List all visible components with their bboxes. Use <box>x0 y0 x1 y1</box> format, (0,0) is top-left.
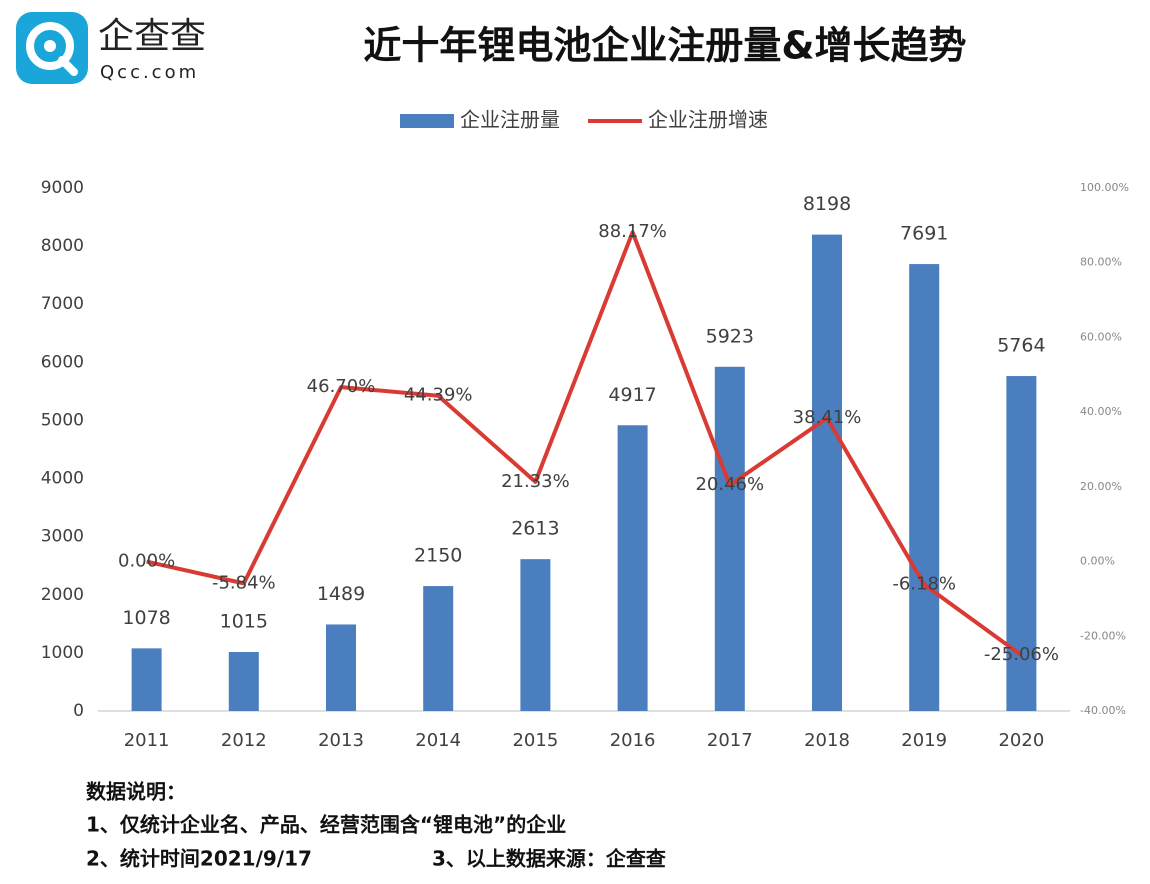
note: 2、统计时间2021/9/17 <box>86 847 312 871</box>
bar-value-label: 2613 <box>511 518 559 540</box>
bar <box>520 559 551 711</box>
y-tick-label: 1000 <box>41 643 84 663</box>
line-value-label: 0.00% <box>118 551 175 572</box>
bar-value-label: 1489 <box>317 583 365 605</box>
y-tick-label: 0 <box>73 701 84 721</box>
x-tick-label: 2011 <box>124 730 170 751</box>
bar <box>617 425 648 711</box>
x-tick-label: 2019 <box>901 730 947 751</box>
line-value-label: -5.84% <box>212 572 276 593</box>
line-value-label: -6.18% <box>892 574 956 595</box>
x-tick-label: 2018 <box>804 730 850 751</box>
y-tick-label: 3000 <box>41 527 84 547</box>
bar-value-label: 5923 <box>706 325 754 347</box>
logo-tail <box>58 56 78 76</box>
line-value-label: 44.39% <box>404 385 473 406</box>
bar-value-label: 8198 <box>803 193 851 215</box>
y-tick-label: 8000 <box>41 236 84 256</box>
chart-title: 近十年锂电池企业注册量&增长趋势 <box>363 24 966 68</box>
y2-tick-label: 100.00% <box>1080 181 1129 194</box>
y-tick-label: 6000 <box>41 352 84 372</box>
x-tick-label: 2016 <box>610 730 656 751</box>
x-tick-label: 2012 <box>221 730 267 751</box>
legend-swatch <box>400 114 454 128</box>
logo: 企查查 Qcc.com <box>16 12 206 84</box>
logo-dot <box>44 40 56 52</box>
y-tick-label: 7000 <box>41 294 84 314</box>
notes-heading: 数据说明： <box>86 780 186 804</box>
y-tick-label: 4000 <box>41 469 84 489</box>
line-value-label: 38.41% <box>793 407 862 428</box>
legend-label: 企业注册量 <box>460 108 560 132</box>
line-value-label: 20.46% <box>695 474 764 495</box>
bar-value-label: 4917 <box>608 384 656 406</box>
note: 3、以上数据来源：企查查 <box>432 847 666 871</box>
bar <box>423 586 454 711</box>
y2-tick-label: 0.00% <box>1080 555 1115 568</box>
legend-label: 企业注册增速 <box>648 108 768 132</box>
bar <box>812 234 842 712</box>
y2-tick-label: 60.00% <box>1080 330 1122 343</box>
y2-tick-label: 20.00% <box>1080 480 1122 493</box>
x-tick-label: 2020 <box>998 730 1044 751</box>
bar-value-label: 2150 <box>414 545 462 567</box>
x-tick-label: 2014 <box>415 730 461 751</box>
y2-tick-label: 80.00% <box>1080 256 1122 269</box>
x-tick-label: 2013 <box>318 730 364 751</box>
bar <box>326 624 356 711</box>
line-value-label: 46.70% <box>307 376 376 397</box>
x-tick-label: 2015 <box>512 730 558 751</box>
bar-value-label: 5764 <box>997 335 1045 357</box>
y-tick-label: 9000 <box>41 178 84 198</box>
y-tick-label: 2000 <box>41 585 84 605</box>
brand-site: Qcc.com <box>100 62 199 83</box>
x-tick-label: 2017 <box>707 730 753 751</box>
line-value-label: 21.33% <box>501 471 570 492</box>
bar-value-label: 1078 <box>122 607 170 629</box>
bar <box>228 652 259 711</box>
brand-name: 企查查 <box>98 16 206 57</box>
bar <box>909 264 940 711</box>
bar <box>714 366 745 711</box>
bar-value-label: 7691 <box>900 223 948 245</box>
bar <box>131 648 162 711</box>
line-value-label: -25.06% <box>984 644 1059 665</box>
bar-value-label: 1015 <box>220 611 268 633</box>
note: 1、仅统计企业名、产品、经营范围含“锂电池”的企业 <box>86 813 566 837</box>
logo-ring <box>26 22 74 70</box>
y2-tick-label: -20.00% <box>1080 629 1126 642</box>
y-tick-label: 5000 <box>41 410 84 430</box>
line-value-label: 88.17% <box>598 221 667 242</box>
y2-tick-label: -40.00% <box>1080 704 1126 717</box>
line <box>146 230 1023 657</box>
y2-tick-label: 40.00% <box>1080 405 1122 418</box>
